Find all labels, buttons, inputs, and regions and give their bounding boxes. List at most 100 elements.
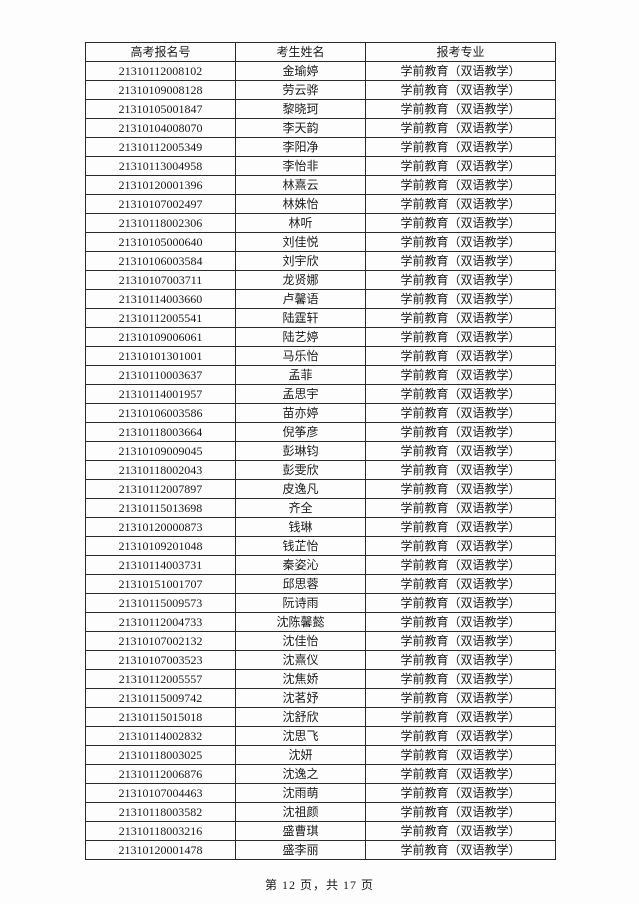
applied-major-cell: 学前教育（双语教学） <box>365 118 556 138</box>
candidate-name-cell: 秦姿沁 <box>235 555 366 575</box>
table-row: 21310106003584 刘宇欣 学前教育（双语教学） <box>85 251 556 271</box>
exam-id-cell: 21310112005349 <box>85 137 236 157</box>
exam-id-cell: 21310106003584 <box>85 251 236 271</box>
exam-id-cell: 21310118003025 <box>85 745 236 765</box>
applied-major-cell: 学前教育（双语教学） <box>365 517 556 537</box>
table-row: 21310114002832 沈思飞 学前教育（双语教学） <box>85 726 556 746</box>
candidate-name-cell: 卢馨语 <box>235 289 366 309</box>
exam-id-cell: 21310107002497 <box>85 194 236 214</box>
applied-major-cell: 学前教育（双语教学） <box>365 194 556 214</box>
table-body: 21310112008102 金瑜婷 学前教育（双语教学） 2131010900812… <box>85 61 556 860</box>
table-row: 21310115013698 齐全 学前教育（双语教学） <box>85 498 556 518</box>
exam-id-cell: 21310107003523 <box>85 650 236 670</box>
candidate-name-cell: 沈逸之 <box>235 764 366 784</box>
table-row: 21310109006061 陆艺婷 学前教育（双语教学） <box>85 327 556 347</box>
exam-id-cell: 21310110003637 <box>85 365 236 385</box>
applied-major-cell: 学前教育（双语教学） <box>365 783 556 803</box>
applied-major-cell: 学前教育（双语教学） <box>365 289 556 309</box>
table-row: 21310114001957 孟思宇 学前教育（双语教学） <box>85 384 556 404</box>
applied-major-cell: 学前教育（双语教学） <box>365 460 556 480</box>
exam-id-cell: 21310112008102 <box>85 61 236 81</box>
table-row: 21310120000873 钱琳 学前教育（双语教学） <box>85 517 556 537</box>
exam-id-cell: 21310114003660 <box>85 289 236 309</box>
table-row: 21310118002306 林听 学前教育（双语教学） <box>85 213 556 233</box>
table-row: 21310112005541 陆霆轩 学前教育（双语教学） <box>85 308 556 328</box>
exam-id-cell: 21310112006876 <box>85 764 236 784</box>
candidate-name-cell: 沈佳怡 <box>235 631 366 651</box>
table-row: 21310109201048 钱芷怡 学前教育（双语教学） <box>85 536 556 556</box>
table-row: 21310109009045 彭琳钧 学前教育（双语教学） <box>85 441 556 461</box>
table-row: 21310101301001 马乐怡 学前教育（双语教学） <box>85 346 556 366</box>
candidate-name-cell: 刘宇欣 <box>235 251 366 271</box>
column-header-exam-id: 高考报名号 <box>85 42 236 62</box>
applied-major-cell: 学前教育（双语教学） <box>365 536 556 556</box>
candidate-name-cell: 阮诗雨 <box>235 593 366 613</box>
exam-id-cell: 21310114002832 <box>85 726 236 746</box>
exam-id-cell: 21310114001957 <box>85 384 236 404</box>
applied-major-cell: 学前教育（双语教学） <box>365 555 556 575</box>
column-header-candidate-name: 考生姓名 <box>235 42 366 62</box>
table-row: 21310107003711 龙贤娜 学前教育（双语教学） <box>85 270 556 290</box>
table-row: 21310112007897 皮逸凡 学前教育（双语教学） <box>85 479 556 499</box>
candidate-name-cell: 林熹云 <box>235 175 366 195</box>
candidate-name-cell: 彭雯欣 <box>235 460 366 480</box>
exam-id-cell: 21310120001478 <box>85 840 236 860</box>
applied-major-cell: 学前教育（双语教学） <box>365 213 556 233</box>
candidate-name-cell: 马乐怡 <box>235 346 366 366</box>
exam-id-cell: 21310112005557 <box>85 669 236 689</box>
table-row: 21310109008128 劳云骅 学前教育（双语教学） <box>85 80 556 100</box>
table-row: 21310113004958 李怡非 学前教育（双语教学） <box>85 156 556 176</box>
exam-id-cell: 21310120000873 <box>85 517 236 537</box>
table-row: 21310110003637 孟菲 学前教育（双语教学） <box>85 365 556 385</box>
table-row: 21310120001478 盛李丽 学前教育（双语教学） <box>85 840 556 860</box>
exam-id-cell: 21310101301001 <box>85 346 236 366</box>
applied-major-cell: 学前教育（双语教学） <box>365 61 556 81</box>
exam-id-cell: 21310118003664 <box>85 422 236 442</box>
exam-id-cell: 21310112005541 <box>85 308 236 328</box>
table-row: 21310106003586 苗亦婷 学前教育（双语教学） <box>85 403 556 423</box>
candidate-name-cell: 孟菲 <box>235 365 366 385</box>
exam-id-cell: 21310107003711 <box>85 270 236 290</box>
candidate-name-cell: 皮逸凡 <box>235 479 366 499</box>
candidate-name-cell: 林听 <box>235 213 366 233</box>
exam-id-cell: 21310115015018 <box>85 707 236 727</box>
table-row: 21310112005349 李阳净 学前教育（双语教学） <box>85 137 556 157</box>
exam-id-cell: 21310112004733 <box>85 612 236 632</box>
applied-major-cell: 学前教育（双语教学） <box>365 308 556 328</box>
table-row: 21310107002132 沈佳怡 学前教育（双语教学） <box>85 631 556 651</box>
table-row: 21310114003660 卢馨语 学前教育（双语教学） <box>85 289 556 309</box>
candidate-name-cell: 林姝怡 <box>235 194 366 214</box>
exam-id-cell: 21310107004463 <box>85 783 236 803</box>
exam-id-cell: 21310114003731 <box>85 555 236 575</box>
applied-major-cell: 学前教育（双语教学） <box>365 498 556 518</box>
applicants-table: 高考报名号 考生姓名 报考专业 21310112008102 金瑜婷 学前教育（双语… <box>85 42 556 860</box>
header-row: 高考报名号 考生姓名 报考专业 <box>85 42 556 62</box>
table-row: 21310118003025 沈妍 学前教育（双语教学） <box>85 745 556 765</box>
candidate-name-cell: 金瑜婷 <box>235 61 366 81</box>
applied-major-cell: 学前教育（双语教学） <box>365 574 556 594</box>
applied-major-cell: 学前教育（双语教学） <box>365 99 556 119</box>
candidate-name-cell: 盛李丽 <box>235 840 366 860</box>
exam-id-cell: 21310120001396 <box>85 175 236 195</box>
exam-id-cell: 21310151001707 <box>85 574 236 594</box>
applied-major-cell: 学前教育（双语教学） <box>365 821 556 841</box>
exam-id-cell: 21310115009742 <box>85 688 236 708</box>
applied-major-cell: 学前教育（双语教学） <box>365 650 556 670</box>
exam-id-cell: 21310118003216 <box>85 821 236 841</box>
candidate-name-cell: 陆霆轩 <box>235 308 366 328</box>
applied-major-cell: 学前教育（双语教学） <box>365 137 556 157</box>
table-row: 21310112004733 沈陈馨懿 学前教育（双语教学） <box>85 612 556 632</box>
applied-major-cell: 学前教育（双语教学） <box>365 346 556 366</box>
exam-id-cell: 21310109008128 <box>85 80 236 100</box>
exam-id-cell: 21310107002132 <box>85 631 236 651</box>
table-row: 21310105000640 刘佳悦 学前教育（双语教学） <box>85 232 556 252</box>
applied-major-cell: 学前教育（双语教学） <box>365 156 556 176</box>
exam-id-cell: 21310118002306 <box>85 213 236 233</box>
applied-major-cell: 学前教育（双语教学） <box>365 327 556 347</box>
table-row: 21310107002497 林姝怡 学前教育（双语教学） <box>85 194 556 214</box>
candidate-name-cell: 沈雨萌 <box>235 783 366 803</box>
table-row: 21310112006876 沈逸之 学前教育（双语教学） <box>85 764 556 784</box>
applied-major-cell: 学前教育（双语教学） <box>365 479 556 499</box>
candidate-name-cell: 孟思宇 <box>235 384 366 404</box>
